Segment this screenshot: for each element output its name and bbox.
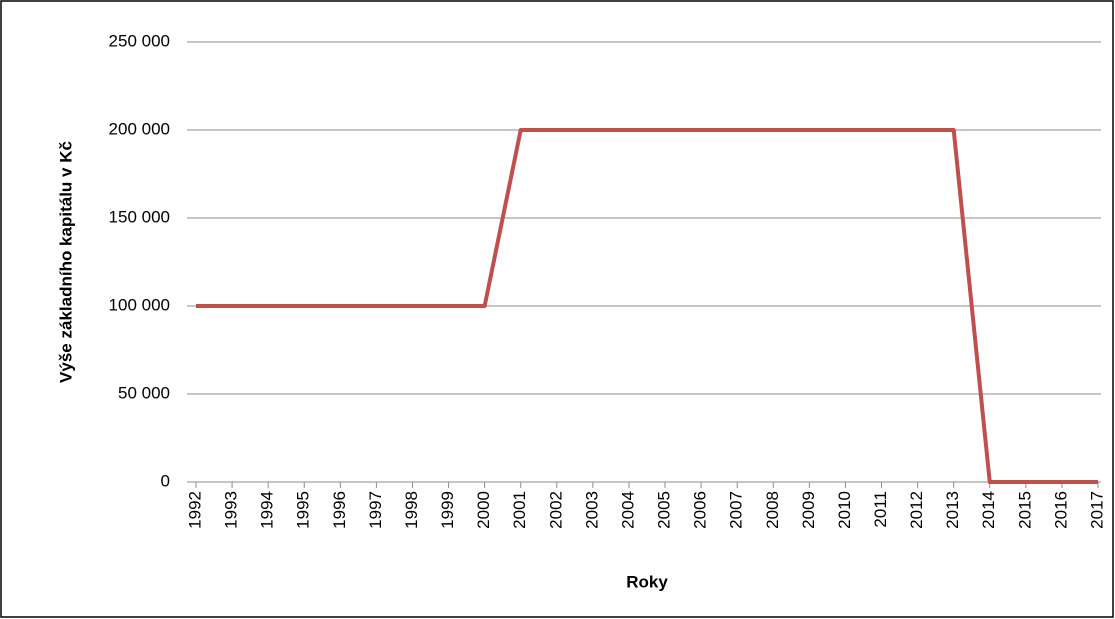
x-tick-label: 1997 bbox=[366, 491, 385, 529]
x-tick-label: 2010 bbox=[835, 491, 854, 529]
x-tick-label: 2016 bbox=[1051, 491, 1070, 529]
x-tick-label: 2014 bbox=[979, 491, 998, 529]
x-tick-label: 2000 bbox=[474, 491, 493, 529]
x-tick-label: 2001 bbox=[510, 491, 529, 529]
x-tick-label: 1992 bbox=[185, 491, 204, 529]
y-tick-label: 50 000 bbox=[118, 383, 170, 402]
x-tick-label: 2013 bbox=[943, 491, 962, 529]
x-tick-label: 2003 bbox=[582, 491, 601, 529]
x-axis-title: Roky bbox=[626, 572, 668, 591]
x-tick-label: 1998 bbox=[402, 491, 421, 529]
x-tick-label: 1993 bbox=[222, 491, 241, 529]
y-tick-label: 250 000 bbox=[109, 31, 170, 50]
x-tick-label: 1995 bbox=[294, 491, 313, 529]
data-line bbox=[196, 128, 1098, 484]
x-tick-label: 2008 bbox=[763, 491, 782, 529]
y-tick-label: 100 000 bbox=[109, 295, 170, 314]
x-tick-label: 2015 bbox=[1015, 491, 1034, 529]
x-tick-label: 2004 bbox=[618, 491, 637, 529]
x-tick-label: 2006 bbox=[691, 491, 710, 529]
x-tick-label: 1999 bbox=[438, 491, 457, 529]
x-tick-label: 2002 bbox=[546, 491, 565, 529]
x-tick-label: 2012 bbox=[907, 491, 926, 529]
x-tick-label: 2009 bbox=[799, 491, 818, 529]
x-tick-label: 2007 bbox=[727, 491, 746, 529]
y-tick-label: 200 000 bbox=[109, 119, 170, 138]
y-tick-label: 0 bbox=[161, 471, 170, 490]
x-tick-label: 1996 bbox=[330, 491, 349, 529]
x-tick-label: 2017 bbox=[1087, 491, 1106, 529]
x-tick-label: 2005 bbox=[655, 491, 674, 529]
y-axis-title: Výše základního kapitálu v Kč bbox=[56, 141, 75, 383]
y-tick-label: 150 000 bbox=[109, 207, 170, 226]
x-tick-label: 1994 bbox=[258, 491, 277, 529]
x-tick-label: 2011 bbox=[871, 491, 890, 528]
